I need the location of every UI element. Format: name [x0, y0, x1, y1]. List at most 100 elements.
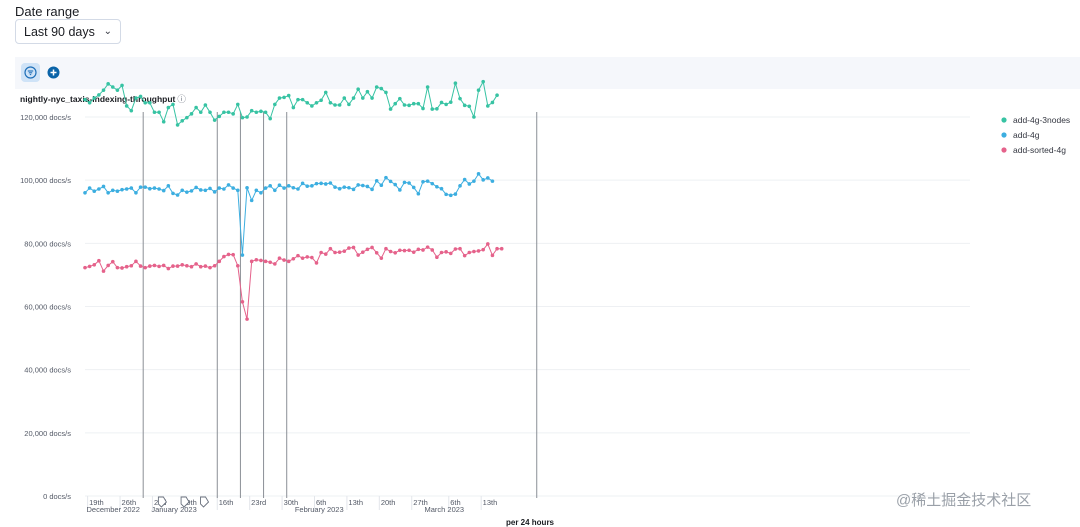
data-point[interactable]	[212, 263, 217, 268]
data-point[interactable]	[499, 246, 504, 251]
data-point[interactable]	[235, 188, 240, 193]
data-point[interactable]	[323, 252, 328, 256]
data-point[interactable]	[467, 182, 472, 186]
data-point[interactable]	[365, 89, 370, 94]
data-point[interactable]	[87, 264, 92, 269]
data-point[interactable]	[129, 263, 134, 268]
data-point[interactable]	[277, 256, 282, 260]
data-point[interactable]	[448, 100, 453, 104]
data-point[interactable]	[185, 115, 189, 120]
data-point[interactable]	[365, 184, 370, 189]
data-point[interactable]	[124, 104, 129, 108]
data-point[interactable]	[374, 85, 379, 89]
data-point[interactable]	[407, 181, 411, 185]
data-point[interactable]	[472, 179, 476, 183]
data-point[interactable]	[356, 183, 360, 187]
data-point[interactable]	[185, 190, 189, 194]
data-point[interactable]	[430, 107, 435, 111]
data-point[interactable]	[171, 191, 175, 196]
data-point[interactable]	[305, 184, 310, 188]
data-point[interactable]	[120, 83, 124, 88]
data-point[interactable]	[384, 90, 388, 95]
data-point[interactable]	[259, 191, 263, 195]
data-point[interactable]	[402, 103, 407, 107]
data-point[interactable]	[356, 87, 360, 92]
data-point[interactable]	[235, 263, 240, 268]
data-point[interactable]	[319, 98, 323, 103]
data-point[interactable]	[379, 256, 384, 260]
data-point[interactable]	[198, 188, 203, 192]
data-point[interactable]	[273, 262, 277, 266]
data-point[interactable]	[421, 248, 425, 252]
data-point[interactable]	[83, 97, 87, 102]
data-point[interactable]	[458, 246, 462, 251]
data-point[interactable]	[388, 249, 393, 254]
data-point[interactable]	[296, 253, 300, 258]
data-point[interactable]	[282, 186, 286, 190]
data-point[interactable]	[115, 265, 120, 270]
data-point[interactable]	[129, 108, 134, 113]
data-point[interactable]	[129, 186, 134, 190]
data-point[interactable]	[157, 264, 161, 269]
data-point[interactable]	[402, 180, 407, 185]
data-point[interactable]	[263, 110, 268, 115]
data-point[interactable]	[439, 100, 444, 105]
data-point[interactable]	[407, 103, 411, 108]
data-point[interactable]	[277, 183, 282, 188]
data-point[interactable]	[342, 249, 347, 254]
data-point[interactable]	[314, 261, 319, 265]
data-point[interactable]	[347, 102, 351, 107]
data-point[interactable]	[458, 184, 462, 188]
data-point[interactable]	[268, 116, 273, 121]
data-point[interactable]	[240, 115, 245, 120]
data-point[interactable]	[110, 259, 115, 264]
data-point[interactable]	[310, 255, 314, 260]
data-point[interactable]	[198, 264, 203, 269]
data-point[interactable]	[180, 188, 185, 193]
data-point[interactable]	[180, 263, 185, 267]
data-point[interactable]	[416, 101, 421, 106]
data-point[interactable]	[398, 248, 402, 253]
data-point[interactable]	[198, 110, 203, 115]
tag-icon[interactable]	[180, 496, 190, 508]
data-point[interactable]	[448, 251, 453, 256]
data-point[interactable]	[286, 259, 291, 264]
data-point[interactable]	[481, 247, 485, 252]
data-point[interactable]	[175, 193, 180, 197]
data-point[interactable]	[120, 187, 124, 192]
data-point[interactable]	[273, 102, 277, 107]
data-point[interactable]	[101, 269, 106, 273]
data-point[interactable]	[467, 250, 472, 255]
data-point[interactable]	[425, 245, 430, 249]
data-point[interactable]	[171, 264, 175, 268]
data-point[interactable]	[458, 96, 462, 101]
data-point[interactable]	[337, 103, 342, 107]
data-point[interactable]	[101, 184, 106, 189]
data-point[interactable]	[148, 186, 152, 191]
data-point[interactable]	[453, 247, 458, 251]
data-point[interactable]	[166, 266, 171, 271]
data-point[interactable]	[101, 88, 106, 92]
data-point[interactable]	[393, 182, 398, 187]
data-point[interactable]	[379, 183, 384, 188]
data-point[interactable]	[161, 119, 166, 124]
data-point[interactable]	[310, 104, 314, 108]
data-point[interactable]	[411, 250, 416, 254]
data-point[interactable]	[161, 263, 166, 268]
data-point[interactable]	[342, 96, 347, 100]
data-point[interactable]	[106, 82, 110, 86]
data-point[interactable]	[148, 100, 152, 105]
data-point[interactable]	[254, 110, 259, 115]
data-point[interactable]	[476, 172, 481, 176]
data-point[interactable]	[226, 252, 231, 257]
data-point[interactable]	[351, 187, 356, 192]
data-point[interactable]	[462, 177, 467, 182]
data-point[interactable]	[106, 191, 110, 195]
data-point[interactable]	[439, 250, 444, 255]
data-point[interactable]	[152, 110, 157, 115]
data-point[interactable]	[203, 264, 208, 268]
data-point[interactable]	[152, 263, 157, 268]
data-point[interactable]	[361, 250, 365, 254]
data-point[interactable]	[337, 250, 342, 254]
data-point[interactable]	[305, 100, 310, 105]
